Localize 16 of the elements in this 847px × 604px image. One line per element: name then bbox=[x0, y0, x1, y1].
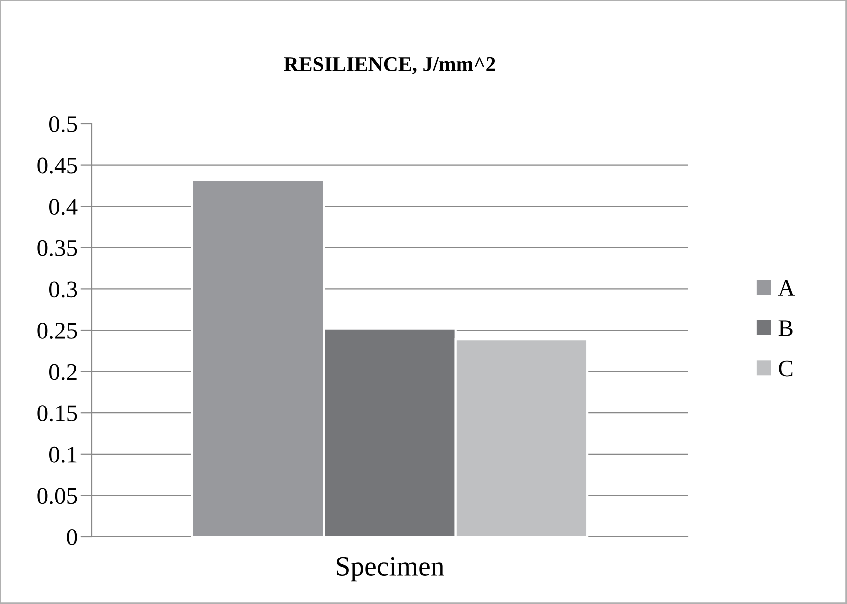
y-tick-label: 0.35 bbox=[38, 240, 78, 256]
legend-label: C bbox=[779, 360, 793, 377]
y-tick-label: 0.5 bbox=[49, 116, 78, 133]
y-tick-label: 0.4 bbox=[49, 199, 78, 216]
y-tick-label: 0.2 bbox=[49, 364, 77, 380]
x-tick-label: Specimen bbox=[337, 557, 444, 582]
y-tick-label: 0.15 bbox=[38, 406, 78, 422]
y-tick-label: 0.25 bbox=[38, 322, 78, 340]
chart-title: RESILIENCE, J/mm^2 bbox=[284, 57, 496, 74]
y-tick-label: 0.3 bbox=[49, 282, 78, 298]
y-tick-label: 0.1 bbox=[49, 446, 77, 463]
legend-label: B bbox=[778, 320, 793, 336]
y-tick-label: 0.05 bbox=[38, 488, 78, 504]
y-tick-label: 0 bbox=[67, 529, 78, 546]
y-tick-label: 0.45 bbox=[38, 158, 78, 174]
legend-label: A bbox=[778, 280, 796, 296]
